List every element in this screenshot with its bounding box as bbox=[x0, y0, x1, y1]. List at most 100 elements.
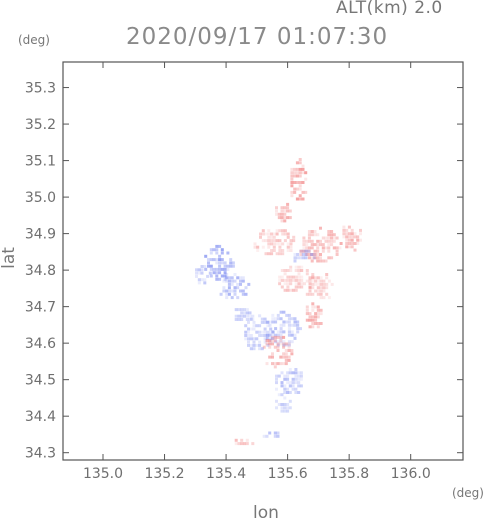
negative-velocity-cell bbox=[288, 399, 292, 403]
negative-velocity-cell bbox=[297, 374, 301, 378]
negative-velocity-cell bbox=[227, 286, 231, 290]
positive-velocity-cell bbox=[279, 335, 283, 339]
positive-velocity-cell bbox=[295, 197, 299, 201]
positive-velocity-cell bbox=[298, 171, 302, 175]
negative-velocity-cell bbox=[301, 256, 305, 260]
positive-velocity-cell bbox=[319, 322, 323, 325]
negative-velocity-cell bbox=[271, 320, 275, 324]
negative-velocity-cell bbox=[231, 264, 235, 268]
negative-velocity-cell bbox=[227, 279, 231, 283]
negative-velocity-cell bbox=[200, 265, 204, 268]
negative-velocity-cell bbox=[276, 333, 280, 337]
negative-velocity-cell bbox=[268, 323, 272, 327]
positive-velocity-cell bbox=[293, 174, 297, 178]
positive-velocity-cell bbox=[330, 233, 334, 237]
positive-velocity-cell bbox=[264, 232, 268, 236]
negative-velocity-cell bbox=[286, 381, 290, 385]
positive-velocity-cell bbox=[280, 209, 284, 213]
negative-velocity-cell bbox=[197, 281, 201, 285]
positive-velocity-cell bbox=[293, 167, 297, 171]
positive-velocity-cell bbox=[308, 289, 312, 293]
positive-velocity-cell bbox=[327, 296, 331, 300]
negative-velocity-cell bbox=[244, 324, 248, 328]
negative-velocity-cell bbox=[275, 374, 278, 378]
positive-velocity-cell bbox=[273, 335, 277, 339]
negative-velocity-cell bbox=[299, 249, 302, 253]
positive-velocity-cell bbox=[286, 245, 290, 249]
negative-velocity-cell bbox=[265, 434, 269, 438]
positive-velocity-cell bbox=[283, 212, 287, 216]
positive-velocity-cell bbox=[272, 235, 276, 239]
negative-velocity-cell bbox=[225, 296, 229, 300]
positive-velocity-cell bbox=[284, 349, 288, 352]
positive-velocity-cell bbox=[324, 246, 328, 250]
positive-velocity-cell bbox=[283, 216, 287, 220]
positive-velocity-cell bbox=[272, 232, 276, 236]
x-axis-unit: (deg) bbox=[452, 486, 484, 500]
positive-velocity-cell bbox=[293, 181, 297, 184]
positive-velocity-cell bbox=[275, 212, 278, 216]
positive-velocity-cell bbox=[308, 278, 312, 282]
positive-velocity-cell bbox=[330, 243, 334, 247]
positive-velocity-cell bbox=[302, 246, 306, 250]
negative-velocity-cell bbox=[239, 276, 242, 280]
positive-velocity-cell bbox=[342, 232, 346, 236]
negative-velocity-cell bbox=[215, 258, 219, 262]
negative-velocity-cell bbox=[277, 374, 281, 378]
negative-velocity-cell bbox=[276, 434, 280, 438]
negative-velocity-cell bbox=[271, 317, 275, 321]
negative-velocity-cell bbox=[218, 258, 222, 262]
positive-velocity-cell bbox=[292, 235, 296, 239]
positive-velocity-cell bbox=[278, 242, 282, 246]
negative-velocity-cell bbox=[249, 317, 253, 321]
positive-velocity-cell bbox=[293, 171, 297, 175]
positive-velocity-cell bbox=[294, 285, 298, 289]
negative-velocity-cell bbox=[265, 333, 269, 337]
positive-velocity-cell bbox=[297, 269, 301, 272]
negative-velocity-cell bbox=[245, 308, 249, 312]
positive-velocity-cell bbox=[301, 181, 305, 184]
positive-velocity-cell bbox=[314, 315, 318, 319]
positive-velocity-cell bbox=[322, 289, 326, 293]
positive-velocity-cell bbox=[276, 349, 280, 352]
negative-velocity-cell bbox=[290, 340, 294, 344]
positive-velocity-cell bbox=[286, 202, 290, 206]
positive-velocity-cell bbox=[280, 269, 284, 272]
positive-velocity-cell bbox=[300, 269, 304, 272]
negative-velocity-cell bbox=[258, 330, 262, 334]
positive-velocity-cell bbox=[322, 279, 326, 283]
positive-velocity-cell bbox=[305, 272, 309, 276]
negative-velocity-cell bbox=[244, 292, 248, 296]
negative-velocity-cell bbox=[310, 253, 314, 256]
negative-velocity-cell bbox=[248, 314, 252, 318]
positive-velocity-cell bbox=[272, 242, 276, 246]
positive-velocity-cell bbox=[353, 242, 357, 245]
negative-velocity-cell bbox=[234, 318, 238, 321]
positive-velocity-cell bbox=[304, 177, 308, 181]
positive-velocity-cell bbox=[270, 252, 274, 256]
negative-velocity-cell bbox=[220, 251, 224, 255]
positive-velocity-cell bbox=[311, 275, 315, 279]
negative-velocity-cell bbox=[274, 333, 278, 337]
negative-velocity-cell bbox=[252, 343, 256, 347]
positive-velocity-cell bbox=[301, 167, 305, 171]
negative-velocity-cell bbox=[296, 256, 300, 260]
positive-velocity-cell bbox=[319, 253, 322, 256]
positive-velocity-cell bbox=[313, 233, 317, 237]
positive-velocity-cell bbox=[353, 235, 357, 239]
negative-velocity-cell bbox=[312, 253, 316, 256]
positive-velocity-cell bbox=[316, 325, 320, 329]
positive-velocity-cell bbox=[284, 352, 288, 356]
positive-velocity-cell bbox=[325, 282, 329, 286]
negative-velocity-cell bbox=[233, 273, 237, 276]
negative-velocity-cell bbox=[258, 314, 262, 318]
negative-velocity-cell bbox=[287, 323, 291, 327]
negative-velocity-cell bbox=[275, 399, 278, 403]
positive-velocity-cell bbox=[290, 184, 294, 188]
negative-velocity-cell bbox=[234, 314, 238, 318]
negative-velocity-cell bbox=[263, 320, 267, 324]
negative-velocity-cell bbox=[274, 320, 278, 324]
positive-velocity-cell bbox=[342, 228, 346, 232]
positive-velocity-cell bbox=[324, 236, 328, 240]
positive-velocity-cell bbox=[293, 187, 297, 191]
